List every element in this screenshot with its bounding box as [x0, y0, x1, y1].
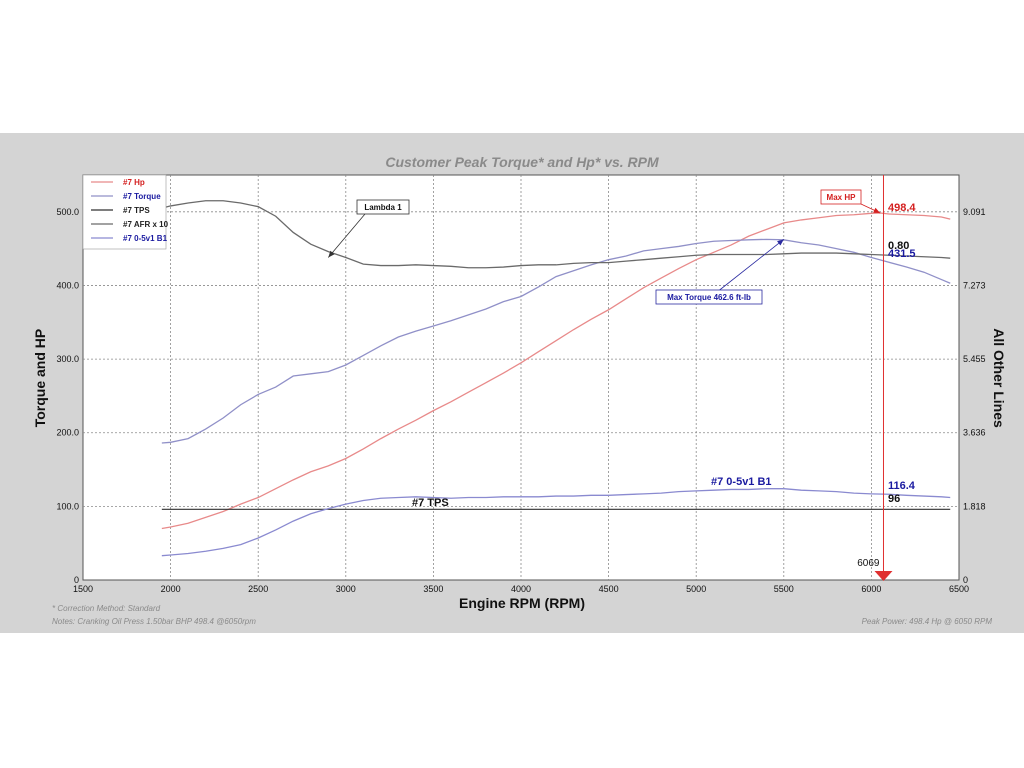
y-tick-label: 500.0: [56, 207, 79, 217]
y-axis-ticks: 0 100.0 200.0 300.0 400.0 500.0: [56, 207, 79, 585]
y2-tick-label: 5.455: [963, 354, 986, 364]
annotation-arrowhead: [777, 239, 784, 246]
dyno-chart-panel: Customer Peak Torque* and Hp* vs. RPM 15…: [0, 133, 1024, 633]
x-axis-ticks: 1500 2000 2500 3000 3500 4000 4500 5000 5500 6000…: [73, 584, 969, 594]
legend-entry: #7 0-5v1 B1: [123, 234, 168, 243]
y2-axis-label: All Other Lines: [991, 328, 1007, 428]
y2-tick-label: 0: [963, 575, 968, 585]
x-tick-label: 2000: [161, 584, 181, 594]
value-label: 0.80: [888, 240, 909, 252]
series-line-4: [161, 488, 951, 557]
rpm-cursor[interactable]: 6069: [857, 175, 893, 581]
annotation-leader: [719, 239, 785, 291]
annotation-arrowhead: [328, 250, 335, 258]
value-label: 498.4: [888, 202, 916, 214]
annotation-box: [820, 189, 862, 205]
value-label: 96: [888, 493, 900, 505]
x-tick-label: 1500: [73, 584, 93, 594]
series-line-3: [161, 200, 951, 269]
notes: Notes: Cranking Oil Press 1.50bar BHP 49…: [52, 617, 256, 626]
legend-entry: #7 Hp: [123, 178, 145, 187]
x-tick-label: 2500: [248, 584, 268, 594]
legend: #7 Hp #7 Torque #7 TPS #7 AFR x 10 #7 0-5v1 …: [82, 174, 169, 250]
annotation-box: [655, 289, 763, 305]
y2-tick-label: 7.273: [963, 280, 986, 290]
value-label: #7 TPS: [412, 497, 449, 509]
x-tick-label: 5500: [774, 584, 794, 594]
annotation-text: Lambda 1: [364, 203, 402, 212]
x-tick-label: 5000: [686, 584, 706, 594]
legend-box: [82, 174, 167, 250]
cursor-marker: [874, 571, 893, 581]
annotation-text: Max HP: [827, 193, 857, 202]
x-tick-label: 3000: [336, 584, 356, 594]
y-tick-label: 400.0: [56, 280, 79, 290]
y2-axis-ticks: 0 1.818 3.636 5.455 7.273 9.091: [963, 207, 986, 585]
y-tick-label: 200.0: [56, 428, 79, 438]
correction-note: * Correction Method: Standard: [52, 604, 161, 613]
x-tick-label: 4500: [599, 584, 619, 594]
y2-tick-label: 3.636: [963, 428, 986, 438]
y-axis-label: Torque and HP: [32, 329, 48, 428]
y-tick-label: 300.0: [56, 354, 79, 364]
annotations: Lambda 1 Max Torque 462.6 ft-lb Max HP: [327, 189, 881, 305]
x-tick-label: 4000: [511, 584, 531, 594]
value-label: 431.5: [888, 248, 916, 260]
chart-title: Customer Peak Torque* and Hp* vs. RPM: [385, 154, 659, 170]
annotation-arrowhead: [873, 207, 881, 213]
series-lines: [161, 200, 951, 557]
y-tick-label: 0: [74, 575, 79, 585]
annotation-box: [356, 199, 410, 215]
y2-tick-label: 1.818: [963, 501, 986, 511]
x-axis-label: Engine RPM (RPM): [459, 595, 585, 611]
peak-power-note: Peak Power: 498.4 Hp @ 6050 RPM: [862, 617, 993, 626]
annotation-text: Max Torque 462.6 ft-lb: [667, 293, 751, 302]
cursor-rpm-label: 6069: [857, 558, 880, 569]
legend-entry: #7 TPS: [123, 206, 150, 215]
series-line-1: [161, 238, 951, 444]
annotation-leader: [327, 213, 366, 258]
legend-entry: #7 Torque: [123, 192, 161, 201]
x-tick-label: 6500: [949, 584, 969, 594]
legend-entry: #7 AFR x 10: [123, 220, 169, 229]
dyno-chart: Customer Peak Torque* and Hp* vs. RPM 15…: [32, 154, 1007, 626]
value-label: 116.4: [888, 480, 916, 492]
y-tick-label: 100.0: [56, 501, 79, 511]
grid-lines: [83, 175, 959, 580]
value-label: #7 0-5v1 B1: [711, 476, 772, 488]
series-line-0: [161, 212, 951, 530]
x-tick-label: 6000: [861, 584, 881, 594]
y2-tick-label: 9.091: [963, 207, 986, 217]
x-tick-label: 3500: [423, 584, 443, 594]
